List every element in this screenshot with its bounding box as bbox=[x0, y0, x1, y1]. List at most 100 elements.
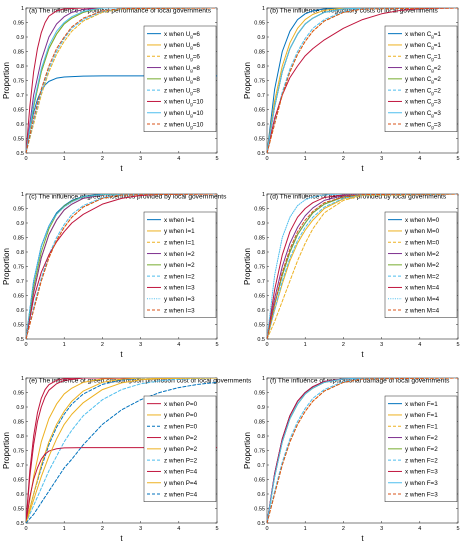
series-group bbox=[267, 8, 458, 153]
legend-label-text: y when U bbox=[164, 76, 191, 83]
legend-label: y when Cg=1 bbox=[405, 42, 441, 50]
legend-label: y when Cg=3 bbox=[405, 110, 441, 118]
legend-label: z when Cg=1 bbox=[405, 53, 441, 61]
legend-label-text: z when U bbox=[164, 53, 191, 60]
legend: x when M=0 y when M=0 z when M=0 x when M=2… bbox=[384, 211, 458, 318]
legend-label-subscript: g bbox=[431, 79, 434, 84]
x-tick-label: 5 bbox=[456, 526, 459, 532]
y-tick-label: 0.85 bbox=[254, 420, 265, 426]
series-group bbox=[26, 8, 217, 153]
legend-label-subscript: g bbox=[190, 45, 193, 50]
series-line-3 bbox=[26, 8, 217, 153]
x-tick-label: 0 bbox=[265, 342, 268, 348]
legend-label-text: x when U bbox=[164, 99, 191, 106]
y-tick-label: 0.7 bbox=[257, 279, 265, 285]
x-tick-label: 5 bbox=[456, 342, 459, 348]
legend-label: y when P=0 bbox=[164, 412, 198, 419]
legend-label: x when I=3 bbox=[164, 285, 195, 292]
legend-label: x when Cg=3 bbox=[405, 99, 441, 107]
chart-title: (f) The influence of reputational damage… bbox=[270, 378, 450, 385]
series-line-2 bbox=[26, 378, 217, 523]
x-tick-label: 1 bbox=[63, 342, 66, 348]
series-group bbox=[267, 378, 458, 523]
legend-label: y when Cg=2 bbox=[405, 76, 441, 84]
chart-title: (e) The influence of green consumption p… bbox=[29, 378, 252, 385]
legend-label-tail: =2 bbox=[434, 87, 442, 94]
legend-label: x when Cg=1 bbox=[405, 31, 441, 39]
legend-label-text: y when F=2 bbox=[405, 446, 438, 453]
legend-label: x when M=2 bbox=[405, 251, 440, 258]
x-tick-label: 0 bbox=[265, 156, 268, 162]
legend-label-text: z when I=1 bbox=[164, 239, 195, 246]
legend-label-text: y when M=4 bbox=[405, 296, 440, 303]
legend-label-text: x when C bbox=[405, 31, 432, 38]
x-tick-label: 4 bbox=[177, 156, 180, 162]
legend-label-subscript: g bbox=[431, 124, 434, 129]
y-tick-label: 0.5 bbox=[257, 151, 265, 157]
legend-label-text: y when I=2 bbox=[164, 262, 195, 269]
y-tick-label: 0.6 bbox=[257, 308, 265, 314]
series-line-5 bbox=[26, 378, 217, 523]
legend-label: z when P=2 bbox=[164, 457, 198, 464]
legend-label: z when F=2 bbox=[405, 457, 438, 464]
y-tick-label: 0.5 bbox=[257, 337, 265, 343]
legend-label-text: z when F=2 bbox=[405, 457, 438, 464]
y-tick-label: 0.9 bbox=[257, 35, 265, 41]
series-group bbox=[26, 378, 217, 523]
y-tick-label: 0.5 bbox=[257, 521, 265, 527]
legend-label: z when F=1 bbox=[405, 423, 438, 430]
legend-label-subscript: g bbox=[190, 79, 193, 84]
legend-label: x when M=0 bbox=[405, 217, 440, 224]
legend-label-text: x when M=4 bbox=[405, 285, 440, 292]
legend-label-text: x when P=0 bbox=[164, 401, 198, 408]
legend-label-tail: =8 bbox=[193, 87, 201, 94]
y-tick-label: 0.55 bbox=[254, 507, 265, 513]
series-line-3 bbox=[267, 194, 458, 339]
y-tick-label: 0.65 bbox=[254, 294, 265, 300]
legend-label-text: x when C bbox=[405, 99, 432, 106]
chart-a: (a) The influence of political performan… bbox=[2, 6, 219, 173]
legend-label: x when Ug=8 bbox=[164, 65, 200, 73]
y-tick-label: 0.95 bbox=[254, 391, 265, 397]
legend: x when P=0 y when P=0 z when P=0 x when P=2… bbox=[143, 395, 217, 502]
y-tick-label: 0.65 bbox=[13, 108, 24, 114]
y-axis-label: Proportion bbox=[2, 248, 11, 285]
legend-label-tail: =6 bbox=[193, 31, 201, 38]
y-tick-label: 0.8 bbox=[257, 250, 265, 256]
series-line-9 bbox=[26, 381, 217, 523]
legend-label-subscript: g bbox=[431, 68, 434, 73]
legend-label: y when Ug=8 bbox=[164, 76, 200, 84]
legend-label-text: x when I=2 bbox=[164, 251, 195, 258]
legend-label-text: x when I=1 bbox=[164, 217, 195, 224]
y-axis-label: Proportion bbox=[2, 62, 11, 99]
y-axis-label: Proportion bbox=[243, 432, 252, 469]
chart-b: (b) The influence of regulatory costs of… bbox=[243, 6, 460, 173]
x-tick-label: 1 bbox=[63, 526, 66, 532]
series-line-7 bbox=[26, 8, 217, 153]
legend-label: x when I=1 bbox=[164, 217, 195, 224]
x-tick-label: 3 bbox=[380, 156, 383, 162]
legend-label: y when M=0 bbox=[405, 228, 440, 235]
series-line-8 bbox=[267, 194, 458, 339]
x-axis-label: t bbox=[361, 350, 364, 359]
legend-label: y when I=3 bbox=[164, 296, 195, 303]
y-tick-label: 0.95 bbox=[13, 21, 24, 27]
x-tick-label: 5 bbox=[215, 156, 218, 162]
y-tick-label: 0.75 bbox=[254, 449, 265, 455]
y-tick-label: 0.7 bbox=[16, 93, 24, 99]
legend-label-text: y when C bbox=[405, 76, 432, 83]
x-tick-label: 4 bbox=[418, 156, 421, 162]
series-line-4 bbox=[26, 378, 217, 523]
legend-label-subscript: g bbox=[190, 102, 193, 107]
legend-label: y when I=1 bbox=[164, 228, 195, 235]
series-line-9 bbox=[26, 8, 217, 153]
x-tick-label: 2 bbox=[342, 156, 345, 162]
legend-label-tail: =3 bbox=[434, 121, 442, 128]
legend-label-text: x when F=3 bbox=[405, 469, 438, 476]
legend-label-subscript: g bbox=[431, 113, 434, 118]
x-axis-label: t bbox=[120, 350, 123, 359]
legend-label-text: z when P=4 bbox=[164, 491, 198, 498]
legend-label-text: x when C bbox=[405, 65, 432, 72]
y-tick-label: 0.9 bbox=[16, 35, 24, 41]
legend: x when Cg=1 y when Cg=1 z when Cg=1 x when … bbox=[384, 25, 458, 132]
